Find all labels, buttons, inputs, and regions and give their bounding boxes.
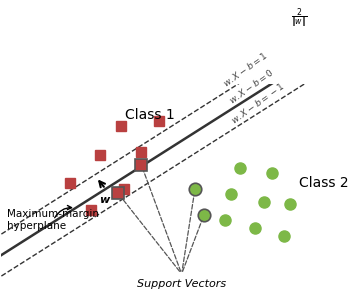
Text: Class 2: Class 2 (299, 176, 349, 191)
Text: Class 1: Class 1 (126, 108, 175, 122)
Text: Maximum-margin
hyperplane: Maximum-margin hyperplane (7, 206, 99, 231)
Text: $\frac{2}{\|w\|}$: $\frac{2}{\|w\|}$ (291, 7, 307, 30)
Text: $w.X-b=1$: $w.X-b=1$ (221, 49, 270, 89)
Text: w: w (99, 195, 109, 205)
Text: $w.X-b=-1$: $w.X-b=-1$ (228, 80, 286, 127)
Text: $w.X-b=0$: $w.X-b=0$ (227, 66, 276, 106)
Text: Support Vectors: Support Vectors (137, 279, 226, 289)
